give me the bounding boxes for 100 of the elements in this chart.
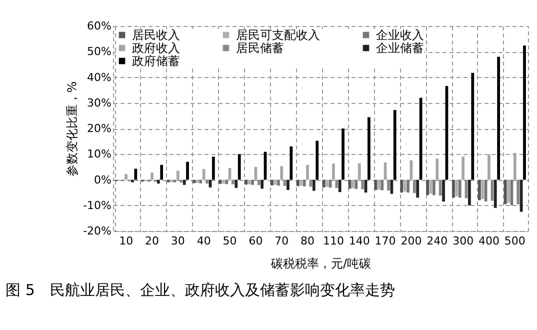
legend-label: 居民储蓄 bbox=[236, 41, 284, 55]
bar bbox=[182, 180, 186, 185]
bar bbox=[225, 180, 228, 184]
bar bbox=[523, 45, 526, 180]
bar bbox=[199, 180, 202, 184]
bar bbox=[326, 180, 329, 187]
legend-label: 居民可支配收入 bbox=[236, 28, 320, 42]
y-tick-label: 30% bbox=[87, 96, 112, 110]
bar bbox=[400, 180, 404, 193]
bar bbox=[358, 163, 361, 180]
bar bbox=[478, 180, 481, 200]
bar bbox=[494, 180, 497, 208]
bar bbox=[312, 180, 316, 191]
bar bbox=[403, 180, 406, 192]
bar bbox=[302, 180, 306, 186]
bar bbox=[222, 180, 225, 184]
x-tick-label: 70 bbox=[274, 234, 289, 248]
bar bbox=[176, 170, 180, 180]
bar bbox=[393, 110, 396, 180]
bar bbox=[432, 180, 436, 196]
bar bbox=[160, 164, 164, 180]
bar bbox=[416, 180, 420, 198]
bar bbox=[442, 180, 445, 202]
x-tick-label: 20 bbox=[145, 234, 160, 248]
y-axis-title: 参数变化比重，% bbox=[65, 81, 80, 177]
bar bbox=[186, 162, 189, 180]
bar bbox=[504, 180, 507, 204]
bar bbox=[306, 164, 309, 180]
bar bbox=[316, 140, 319, 180]
bar bbox=[513, 152, 516, 180]
x-tick-label: 60 bbox=[248, 234, 263, 248]
bar bbox=[361, 180, 364, 190]
bar bbox=[458, 180, 462, 198]
x-tick-label: 400 bbox=[478, 234, 500, 248]
bar bbox=[232, 180, 234, 184]
bar bbox=[244, 180, 248, 185]
bar bbox=[338, 180, 342, 192]
bar bbox=[468, 180, 471, 206]
bar bbox=[426, 180, 430, 196]
bar bbox=[212, 156, 215, 180]
bar bbox=[488, 154, 490, 180]
bar bbox=[276, 180, 280, 186]
bar bbox=[206, 180, 208, 184]
x-tick-label: 10 bbox=[119, 234, 134, 248]
bar bbox=[156, 180, 160, 184]
bar bbox=[368, 117, 370, 180]
bar bbox=[490, 180, 494, 201]
bar bbox=[166, 180, 170, 182]
bar bbox=[507, 180, 510, 203]
bar bbox=[296, 180, 300, 186]
bar bbox=[462, 156, 465, 180]
bar bbox=[238, 154, 241, 180]
y-tick-label: 0% bbox=[94, 173, 112, 186]
bar bbox=[436, 158, 439, 180]
bar bbox=[260, 180, 264, 189]
bar bbox=[322, 180, 326, 188]
bar bbox=[150, 172, 154, 180]
bar bbox=[335, 180, 338, 188]
y-tick-label: 40% bbox=[87, 70, 112, 84]
bar bbox=[202, 168, 206, 180]
bar bbox=[481, 180, 484, 199]
x-tick-label: 80 bbox=[300, 234, 315, 248]
x-tick-label: 40 bbox=[196, 234, 211, 248]
legend-label: 政府收入 bbox=[132, 41, 180, 55]
bar bbox=[455, 180, 458, 196]
bar bbox=[251, 180, 254, 185]
bar bbox=[471, 72, 474, 180]
bar bbox=[180, 180, 183, 183]
bar bbox=[352, 180, 354, 188]
bar bbox=[412, 180, 416, 194]
legend-label: 居民收入 bbox=[132, 28, 180, 42]
y-tick-label: 10% bbox=[87, 148, 112, 161]
bar bbox=[196, 180, 199, 183]
x-tick-label: 500 bbox=[504, 234, 526, 248]
y-tick-label: 60% bbox=[87, 20, 112, 32]
y-tick-label: -20% bbox=[83, 224, 112, 238]
bar bbox=[452, 180, 455, 198]
x-tick-label: 110 bbox=[322, 234, 344, 248]
x-tick-label: 30 bbox=[170, 234, 185, 248]
bar bbox=[124, 174, 128, 180]
bar bbox=[516, 180, 520, 204]
legend-label: 企业储蓄 bbox=[376, 41, 424, 55]
bar bbox=[438, 180, 442, 196]
bar bbox=[257, 180, 260, 186]
bar bbox=[131, 180, 134, 182]
bar bbox=[342, 128, 344, 180]
bar bbox=[406, 180, 410, 193]
x-tick-label: 50 bbox=[222, 234, 237, 248]
y-tick-label: 20% bbox=[87, 122, 112, 135]
bar bbox=[497, 56, 500, 180]
bar bbox=[377, 180, 380, 190]
bar bbox=[332, 164, 335, 180]
x-axis-title: 碳税税率，元/吨碳 bbox=[270, 256, 372, 270]
bar bbox=[134, 168, 138, 180]
y-tick-label: -10% bbox=[83, 198, 112, 212]
bar bbox=[234, 180, 238, 188]
bar bbox=[380, 180, 384, 190]
x-tick-label: 240 bbox=[426, 234, 448, 248]
bar bbox=[280, 166, 284, 180]
text: 图 5 民航业居民、企业、政府收入及储蓄影响变化率走势 bbox=[6, 281, 395, 299]
